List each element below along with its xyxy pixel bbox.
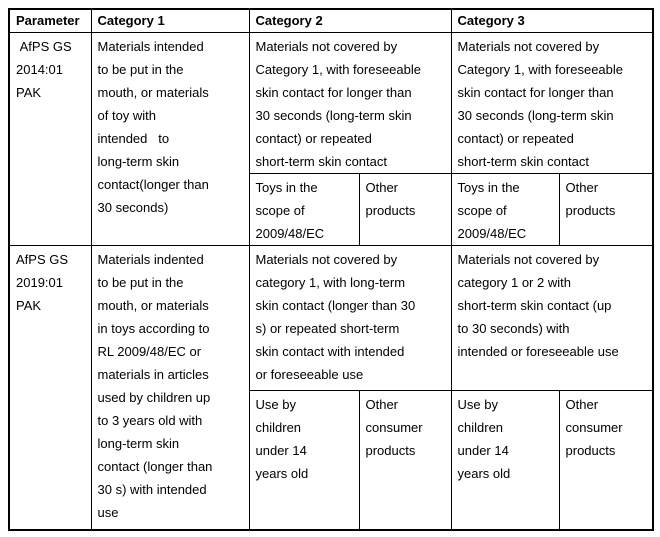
cell-2014-category2-sub-right: Other products — [358, 172, 452, 246]
table-row-2019-main: AfPS GS 2019:01 PAK Materials indented t… — [8, 244, 654, 531]
cell-2014-category2-sub-left: Toys in the scope of 2009/48/EC — [248, 172, 360, 246]
table-header-row: Parameter Category 1 Category 2 Category… — [8, 8, 654, 33]
cell-2014-category3-sub-left: Toys in the scope of 2009/48/EC — [450, 172, 560, 246]
cell-2019-category2-sub-left: Use by children under 14 years old — [248, 389, 360, 531]
cell-2014-category3-main: Materials not covered by Category 1, wit… — [450, 31, 654, 174]
cell-2019-category3-main: Materials not covered by category 1 or 2… — [450, 244, 654, 391]
cell-2019-category3-sub-left: Use by children under 14 years old — [450, 389, 560, 531]
header-category-3: Category 3 — [450, 8, 654, 33]
parameter-category-table: Parameter Category 1 Category 2 Category… — [8, 8, 655, 531]
table-row-2014-main: AfPS GS 2014:01 PAK Materials intended t… — [8, 31, 654, 246]
header-category-2: Category 2 — [248, 8, 452, 33]
cell-2014-category2-main: Materials not covered by Category 1, wit… — [248, 31, 452, 174]
cell-2019-category2-main: Materials not covered by category 1, wit… — [248, 244, 452, 391]
table-row-2019-sub: Use by children under 14 years old Other… — [9, 389, 654, 531]
cell-2014-category3-sub-right: Other products — [558, 172, 654, 246]
cell-2019-category1: Materials indented to be put in the mout… — [90, 244, 250, 531]
cell-2019-category3-sub-right: Other consumer products — [558, 389, 654, 531]
cell-2014-category1: Materials intended to be put in the mout… — [90, 31, 250, 246]
header-category-1: Category 1 — [90, 8, 250, 33]
cell-2014-parameter: AfPS GS 2014:01 PAK — [8, 31, 92, 246]
cell-2019-parameter: AfPS GS 2019:01 PAK — [8, 244, 92, 531]
header-parameter: Parameter — [8, 8, 92, 33]
cell-2019-category2-sub-right: Other consumer products — [358, 389, 452, 531]
